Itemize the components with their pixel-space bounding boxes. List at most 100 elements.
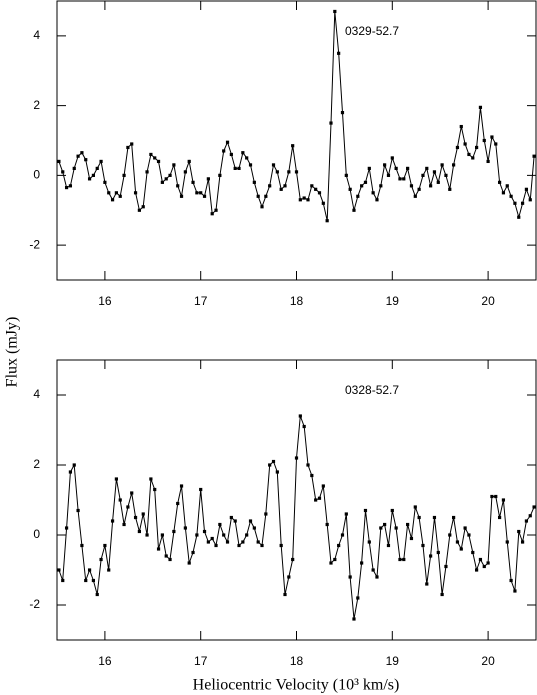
data-point bbox=[532, 154, 536, 158]
data-point bbox=[237, 166, 241, 170]
data-point bbox=[156, 547, 161, 551]
data-point bbox=[505, 184, 509, 188]
data-point bbox=[406, 166, 410, 170]
data-point bbox=[103, 180, 107, 184]
data-point bbox=[436, 550, 440, 555]
data-point bbox=[122, 173, 126, 177]
data-point bbox=[95, 166, 99, 170]
data-point bbox=[497, 180, 502, 184]
data-point bbox=[386, 543, 391, 548]
data-point bbox=[509, 578, 513, 583]
data-point bbox=[256, 194, 260, 198]
annotation: 0328-52.7 bbox=[345, 383, 399, 397]
data-point bbox=[517, 529, 521, 534]
data-point bbox=[490, 494, 494, 499]
data-point bbox=[133, 191, 138, 195]
annotation: 0329-52.7 bbox=[345, 24, 399, 38]
data-point bbox=[64, 526, 69, 530]
data-point bbox=[329, 121, 333, 125]
data-point bbox=[110, 519, 115, 523]
data-point bbox=[76, 508, 80, 513]
y-tick-label: -2 bbox=[29, 597, 40, 611]
data-point bbox=[352, 617, 356, 621]
data-point bbox=[352, 208, 356, 212]
data-point bbox=[279, 187, 283, 191]
spectrum-line bbox=[58, 415, 535, 620]
data-point bbox=[214, 208, 218, 212]
data-point bbox=[84, 158, 88, 162]
data-point bbox=[133, 515, 138, 520]
data-point bbox=[72, 166, 76, 170]
data-point bbox=[471, 550, 475, 555]
data-point bbox=[126, 505, 130, 509]
x-axis-label: Heliocentric Velocity (10³ km/s) bbox=[193, 677, 400, 694]
y-axis-label: Flux (mJy) bbox=[4, 317, 21, 388]
data-point bbox=[482, 138, 486, 143]
y-tick-label: 4 bbox=[33, 387, 40, 401]
data-point bbox=[61, 170, 65, 174]
data-point bbox=[248, 519, 253, 523]
data-point bbox=[199, 191, 203, 195]
data-point bbox=[425, 582, 429, 586]
data-point bbox=[164, 177, 168, 181]
data-point bbox=[306, 463, 310, 467]
data-point bbox=[222, 149, 226, 153]
x-tick-label: 18 bbox=[290, 654, 304, 668]
data-point bbox=[310, 184, 314, 188]
data-point bbox=[283, 184, 287, 188]
data-point bbox=[501, 498, 506, 502]
data-point bbox=[444, 173, 448, 177]
data-point bbox=[176, 501, 180, 506]
data-point bbox=[463, 526, 467, 530]
data-point bbox=[176, 184, 180, 188]
data-point bbox=[440, 163, 444, 167]
data-point bbox=[348, 575, 352, 579]
data-point bbox=[202, 194, 207, 198]
data-point bbox=[260, 543, 264, 548]
data-point bbox=[114, 191, 118, 195]
data-point bbox=[130, 142, 134, 146]
data-point bbox=[452, 515, 456, 520]
x-tick-label: 19 bbox=[386, 654, 400, 668]
data-point bbox=[306, 198, 310, 202]
data-point bbox=[386, 173, 391, 177]
data-point bbox=[126, 145, 130, 150]
data-point bbox=[76, 154, 80, 158]
data-point bbox=[383, 522, 387, 527]
data-point bbox=[271, 459, 276, 464]
data-point bbox=[179, 194, 184, 198]
data-point bbox=[57, 159, 61, 164]
data-point bbox=[390, 156, 394, 160]
data-point bbox=[271, 163, 276, 167]
data-point bbox=[268, 463, 272, 467]
data-point bbox=[379, 526, 383, 530]
data-point bbox=[532, 505, 536, 509]
data-point bbox=[233, 166, 237, 170]
data-point bbox=[429, 554, 433, 558]
data-point bbox=[229, 515, 233, 520]
data-point bbox=[344, 173, 348, 177]
data-point bbox=[91, 578, 96, 583]
data-point bbox=[337, 51, 341, 55]
data-point bbox=[390, 508, 394, 513]
data-point bbox=[268, 184, 272, 188]
data-point bbox=[118, 498, 122, 502]
data-point bbox=[475, 568, 479, 572]
data-point bbox=[314, 187, 318, 191]
data-point bbox=[168, 557, 172, 562]
data-point bbox=[206, 540, 210, 544]
data-point bbox=[398, 557, 402, 562]
data-point bbox=[314, 498, 318, 502]
data-point bbox=[513, 589, 517, 593]
data-point bbox=[222, 533, 226, 537]
data-point bbox=[118, 194, 122, 198]
data-point bbox=[68, 470, 73, 474]
data-point bbox=[237, 543, 241, 548]
data-point bbox=[225, 540, 230, 544]
data-point bbox=[183, 526, 187, 530]
data-point bbox=[471, 156, 475, 160]
data-point bbox=[360, 184, 364, 188]
data-point bbox=[478, 557, 483, 562]
data-point bbox=[248, 163, 253, 167]
y-tick-label: 0 bbox=[33, 527, 40, 541]
